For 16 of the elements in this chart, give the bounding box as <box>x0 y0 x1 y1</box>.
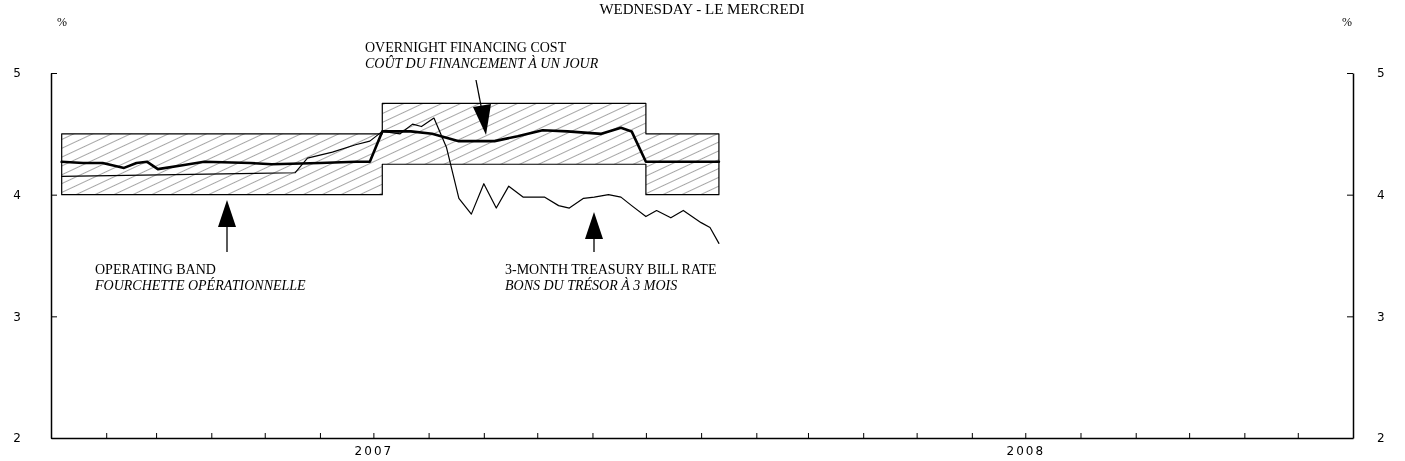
y2-tick-label: 2 <box>1377 431 1385 446</box>
chart-title: WEDNESDAY - LE MERCREDI <box>599 1 805 17</box>
text: OVERNIGHT FINANCING COST COÛT DU FINANCEMENT À UN JOUR <box>365 40 599 71</box>
y-tick-label: 4 <box>13 188 21 203</box>
y2-axis-title: % <box>1342 15 1352 29</box>
x-tick-label: 2007 <box>354 444 394 458</box>
y-tick-label: 2 <box>13 431 21 446</box>
x-tick-label: 2008 <box>1006 444 1046 458</box>
y2-tick-label: 5 <box>1377 66 1385 81</box>
y2-tick-label: 4 <box>1377 188 1385 203</box>
y-tick-label: 3 <box>13 309 21 324</box>
annotation: 3-MONTH TREASURY BILL RATE BONS DU TRÉSOR À 3 MOIS <box>505 262 717 293</box>
y2-tick-label: 3 <box>1377 309 1385 324</box>
y-axis-title: % <box>57 15 67 29</box>
y-tick-label: 5 <box>13 66 21 81</box>
annotation: OPERATING BAND FOURCHETTE OPÉRATIONNELLE <box>94 262 307 293</box>
